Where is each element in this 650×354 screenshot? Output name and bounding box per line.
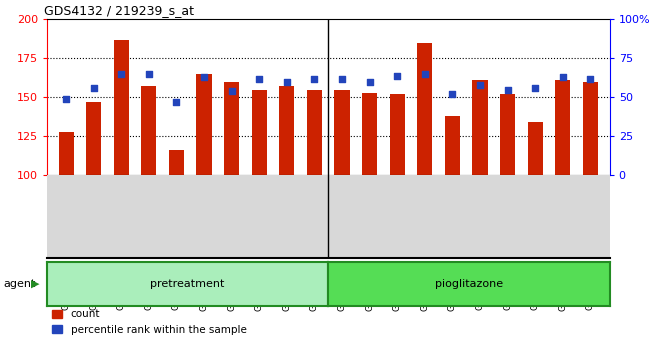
Bar	[500, 94, 515, 175]
Point	[254, 76, 265, 81]
Text: pioglitazone: pioglitazone	[435, 279, 503, 289]
Bar	[280, 86, 294, 175]
Point	[309, 76, 320, 81]
Bar	[389, 94, 405, 175]
Point	[61, 96, 72, 102]
Bar	[86, 102, 101, 175]
Bar	[114, 40, 129, 175]
Point	[502, 87, 513, 92]
Bar	[583, 82, 598, 175]
Text: agent: agent	[3, 279, 36, 289]
Bar	[555, 80, 571, 175]
Point	[392, 73, 402, 78]
Bar	[362, 93, 377, 175]
Bar	[169, 150, 184, 175]
Bar	[307, 90, 322, 175]
Bar	[528, 122, 543, 175]
Point	[530, 85, 540, 91]
Point	[447, 91, 458, 97]
Bar	[473, 80, 488, 175]
Point	[558, 74, 568, 80]
Bar	[335, 90, 350, 175]
Point	[281, 79, 292, 85]
Legend: count, percentile rank within the sample: count, percentile rank within the sample	[52, 309, 246, 335]
Point	[585, 76, 595, 81]
Point	[116, 71, 127, 77]
Point	[88, 85, 99, 91]
Point	[474, 82, 485, 88]
Point	[365, 79, 375, 85]
Bar	[141, 86, 157, 175]
Bar	[445, 116, 460, 175]
Text: ▶: ▶	[31, 279, 40, 289]
Bar	[252, 90, 267, 175]
Point	[172, 99, 182, 105]
Bar	[417, 43, 432, 175]
Bar	[196, 74, 212, 175]
Point	[144, 71, 154, 77]
Point	[420, 71, 430, 77]
Bar	[224, 82, 239, 175]
Point	[226, 88, 237, 94]
Bar	[58, 132, 73, 175]
Point	[337, 76, 347, 81]
Text: pretreatment: pretreatment	[150, 279, 225, 289]
Text: GDS4132 / 219239_s_at: GDS4132 / 219239_s_at	[44, 4, 194, 17]
Point	[199, 74, 209, 80]
